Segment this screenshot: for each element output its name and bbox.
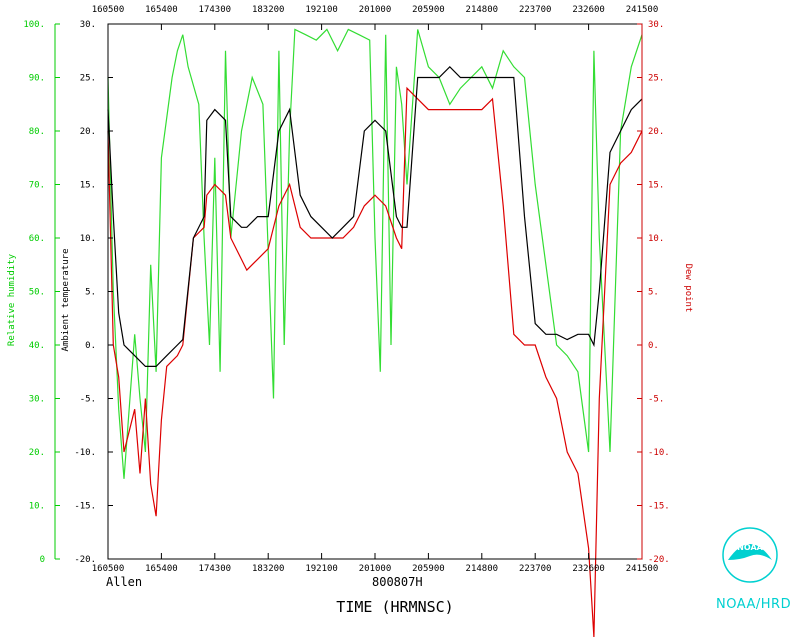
- x-tick-label-top: 232600: [572, 5, 605, 15]
- rh-axis-tick-label: 70.: [29, 181, 45, 191]
- x-tick-label-bottom: 214800: [466, 564, 499, 574]
- rh-axis-tick-label: 50.: [29, 288, 45, 298]
- y-axis-ticks: 0 10. 20. 30. 40. 50. 60. 70. 80. 90. 100. -20. -15.…: [23, 20, 669, 565]
- x-tick-label-top: 165400: [145, 5, 178, 15]
- x-tick-label-bottom: 223700: [519, 564, 552, 574]
- storm-label: Allen: [106, 575, 142, 589]
- rh-axis-tick-label: 100.: [23, 20, 45, 30]
- temperature-axis-tick-label: -15.: [74, 502, 96, 512]
- rh-axis-tick-label: 20.: [29, 448, 45, 458]
- relative-humidity-series-line: [107, 28, 643, 479]
- x-tick-label-bottom: 201000: [359, 564, 392, 574]
- emblem-text: NOAA: [737, 543, 763, 552]
- dewpoint-axis-tick-label: 10.: [648, 234, 664, 244]
- x-tick-label-top: 160500: [92, 5, 125, 15]
- temperature-axis-tick-label: 30.: [80, 20, 96, 30]
- dewpoint-axis-tick-label: 30.: [648, 20, 664, 30]
- dewpoint-axis-tick-label: -15.: [648, 502, 670, 512]
- x-tick-label-top: 183200: [252, 5, 285, 15]
- x-tick-label-top: 214800: [466, 5, 499, 15]
- x-tick-label-top: 174300: [199, 5, 232, 15]
- noaa-hrd-logo-text: NOAA/HRD: [716, 597, 792, 612]
- x-tick-label-top: 223700: [519, 5, 552, 15]
- dewpoint-axis-tick-label: 0.: [648, 341, 659, 351]
- rh-axis-tick-label: 30.: [29, 395, 45, 405]
- temperature-axis-tick-label: 10.: [80, 234, 96, 244]
- rh-axis-tick-label: 40.: [29, 341, 45, 351]
- temperature-axis-tick-label: 0.: [85, 341, 96, 351]
- dewpoint-axis-tick-label: 25.: [648, 74, 664, 84]
- temperature-axis-tick-label: -10.: [74, 448, 96, 458]
- noaa-emblem: NOAA: [722, 527, 778, 583]
- x-tick-label-bottom: 160500: [92, 564, 125, 574]
- dewpoint-axis-tick-label: -5.: [648, 395, 664, 405]
- x-tick-label-bottom: 205900: [412, 564, 445, 574]
- series-layer: [107, 28, 643, 638]
- dewpoint-axis-tick-label: -10.: [648, 448, 670, 458]
- dewpoint-axis-tick-label: 20.: [648, 127, 664, 137]
- temperature-axis-tick-label: 20.: [80, 127, 96, 137]
- dewpoint-axis-tick-label: -20.: [648, 555, 670, 565]
- x-tick-label-top: 205900: [412, 5, 445, 15]
- temperature-axis-tick-label: 5.: [85, 288, 96, 298]
- dewpoint-axis-tick-label: 5.: [648, 288, 659, 298]
- dewpoint-axis-tick-label: 15.: [648, 181, 664, 191]
- temperature-axis-tick-label: -5.: [80, 395, 96, 405]
- rh-axis-tick-label: 60.: [29, 234, 45, 244]
- rh-axis-tick-label: 80.: [29, 127, 45, 137]
- x-tick-label-bottom: 232600: [572, 564, 605, 574]
- x-axis-ticks: 160500 160500 165400 165400 174300 174300 1832…: [92, 5, 659, 574]
- x-axis-label: TIME (HRMNSC): [336, 598, 453, 616]
- rh-axis-tick-label: 10.: [29, 502, 45, 512]
- temperature-axis-tick-label: -20.: [74, 555, 96, 565]
- x-tick-label-bottom: 165400: [145, 564, 178, 574]
- x-tick-label-bottom: 241500: [626, 564, 659, 574]
- rh-axis-tick-label: 90.: [29, 74, 45, 84]
- x-tick-label-top: 201000: [359, 5, 392, 15]
- x-tick-label-bottom: 183200: [252, 564, 285, 574]
- x-tick-label-top: 192100: [305, 5, 338, 15]
- dewpoint-axis-label: Dew point: [683, 264, 693, 313]
- temperature-series-line: [107, 65, 643, 367]
- temperature-axis-label: Ambient temperature: [61, 249, 71, 352]
- x-tick-label-bottom: 174300: [199, 564, 232, 574]
- x-tick-label-bottom: 192100: [305, 564, 338, 574]
- temperature-axis-tick-label: 15.: [80, 181, 96, 191]
- x-tick-label-top: 241500: [626, 5, 659, 15]
- date-label: 800807H: [372, 575, 423, 589]
- rh-axis-tick-label: 0: [40, 555, 45, 565]
- rh-axis-label: Relative humidity: [7, 253, 17, 346]
- temperature-axis-tick-label: 25.: [80, 74, 96, 84]
- dew-point-series-line: [107, 86, 643, 638]
